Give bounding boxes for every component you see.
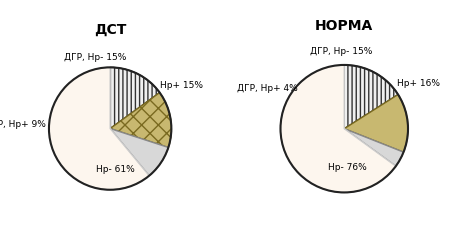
Text: Нр+ 16%: Нр+ 16% xyxy=(397,79,440,88)
Wedge shape xyxy=(344,95,408,152)
Text: ДГР, Нр+ 4%: ДГР, Нр+ 4% xyxy=(237,83,298,92)
Wedge shape xyxy=(280,66,396,193)
Text: ДГР, Нр+ 9%: ДГР, Нр+ 9% xyxy=(0,120,46,129)
Text: ДГР, Нр- 15%: ДГР, Нр- 15% xyxy=(64,53,126,61)
Text: Нр- 76%: Нр- 76% xyxy=(328,163,367,172)
Wedge shape xyxy=(110,68,160,129)
Text: Нр+ 15%: Нр+ 15% xyxy=(160,81,203,90)
Text: Нр- 61%: Нр- 61% xyxy=(95,164,134,173)
Wedge shape xyxy=(110,129,168,176)
Wedge shape xyxy=(344,66,398,129)
Wedge shape xyxy=(110,93,171,148)
Wedge shape xyxy=(49,68,149,190)
Title: ДСТ: ДСТ xyxy=(94,22,126,37)
Wedge shape xyxy=(344,129,403,167)
Title: НОРМА: НОРМА xyxy=(315,19,373,33)
Text: ДГР, Нр- 15%: ДГР, Нр- 15% xyxy=(310,47,372,56)
